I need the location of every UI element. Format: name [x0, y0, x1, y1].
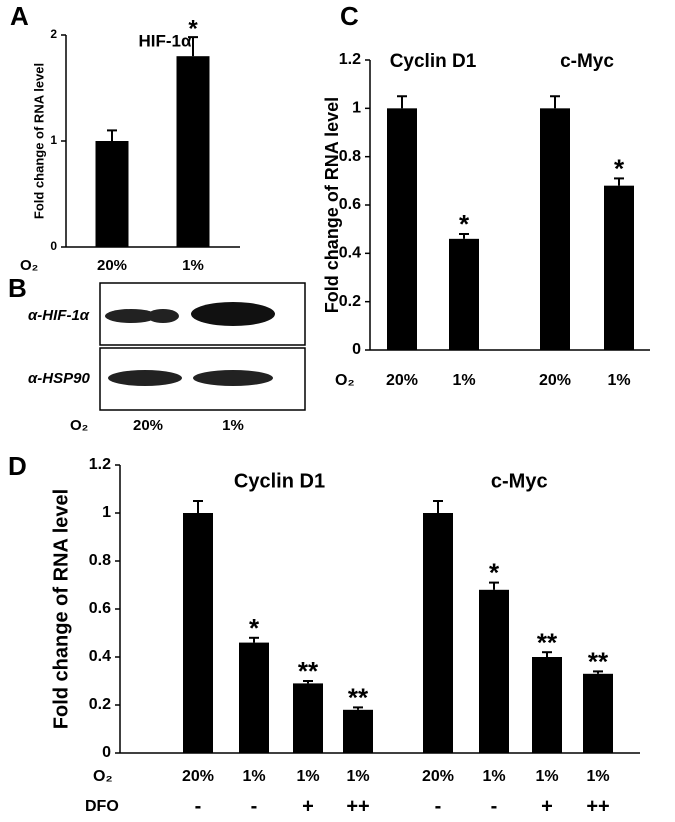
lane-label: 20% [133, 417, 163, 434]
y-tick-label: 0.6 [89, 600, 111, 617]
bar [423, 513, 453, 753]
significance: ** [348, 682, 369, 712]
blot-row-label: α-HIF-1α [28, 307, 90, 324]
lane-label: 1% [222, 417, 244, 434]
x-tick-label: 20% [539, 372, 571, 389]
significance: ** [588, 646, 609, 676]
x-row-label: O₂ [70, 417, 88, 434]
y-tick-label: 0 [352, 341, 361, 358]
bar [293, 683, 323, 753]
y-axis-label: Fold change of RNA level [31, 63, 46, 219]
dfo-label: - [491, 795, 498, 817]
panel-label: D [8, 451, 27, 481]
significance: * [188, 15, 198, 42]
blot-band [108, 370, 182, 386]
x-row-label: O₂ [20, 257, 38, 274]
x-tick-label: 1% [607, 372, 630, 389]
y-tick-label: 0.8 [339, 148, 361, 165]
y-axis-label: Fold change of RNA level [322, 97, 342, 313]
x-tick-label: 20% [386, 372, 418, 389]
x-tick-label: 20% [422, 768, 454, 785]
bar [540, 108, 570, 350]
significance: ** [537, 627, 558, 657]
bar [449, 238, 479, 350]
y-tick-label: 1.2 [89, 456, 111, 473]
y-tick-label: 0.2 [339, 293, 361, 310]
blot-band [193, 370, 273, 386]
dfo-label: ++ [346, 795, 369, 817]
x-row-label: O₂ [93, 768, 113, 785]
x-tick-label: 1% [452, 372, 475, 389]
x-tick-label: 1% [482, 768, 505, 785]
y-tick-label: 1 [50, 133, 57, 147]
group-label: Cyclin D1 [390, 51, 477, 72]
y-tick-label: 0.2 [89, 696, 111, 713]
significance: * [459, 209, 470, 239]
blot-band [147, 309, 179, 323]
y-tick-label: 0.4 [89, 648, 111, 665]
blot-row-label: α-HSP90 [28, 370, 90, 387]
dfo-label: - [195, 795, 202, 817]
significance: ** [298, 656, 319, 686]
bar [183, 513, 213, 753]
panel-label: C [340, 1, 359, 31]
bar [479, 589, 509, 753]
x-tick-label: 1% [586, 768, 609, 785]
bar [239, 642, 269, 753]
y-tick-label: 0 [102, 744, 111, 761]
y-tick-label: 0.6 [339, 196, 361, 213]
y-tick-label: 0.8 [89, 552, 111, 569]
x-tick-label: 1% [535, 768, 558, 785]
y-tick-label: 1 [102, 504, 111, 521]
panel-label: A [10, 1, 29, 31]
x-tick-label: 1% [296, 768, 319, 785]
blot-band [191, 302, 275, 326]
blot-band [105, 309, 157, 323]
y-tick-label: 1 [352, 100, 361, 117]
x-row-label: DFO [85, 798, 119, 815]
x-tick-label: 20% [97, 257, 127, 274]
group-label: c-Myc [491, 470, 548, 492]
dfo-label: - [251, 795, 258, 817]
y-tick-label: 2 [50, 27, 57, 41]
x-tick-label: 1% [346, 768, 369, 785]
x-row-label: O₂ [335, 372, 355, 389]
chart-title: HIF-1α [139, 31, 193, 50]
bar [95, 141, 129, 247]
dfo-label: - [435, 795, 442, 817]
bar [583, 673, 613, 753]
dfo-label: + [541, 795, 553, 817]
x-tick-label: 1% [242, 768, 265, 785]
group-label: Cyclin D1 [234, 470, 325, 492]
significance: * [614, 153, 625, 183]
y-tick-label: 1.2 [339, 51, 361, 68]
bar [176, 56, 210, 248]
bar [387, 108, 417, 350]
x-tick-label: 20% [182, 768, 214, 785]
x-tick-label: 1% [182, 257, 204, 274]
bar [604, 185, 634, 350]
bar [343, 709, 373, 753]
panel-label: B [8, 273, 27, 303]
y-tick-label: 0 [50, 239, 57, 253]
y-axis-label: Fold change of RNA level [50, 489, 72, 729]
dfo-label: ++ [586, 795, 609, 817]
significance: * [489, 558, 500, 588]
bar [532, 657, 562, 753]
significance: * [249, 613, 260, 643]
y-tick-label: 0.4 [339, 245, 361, 262]
dfo-label: + [302, 795, 314, 817]
group-label: c-Myc [560, 51, 614, 72]
